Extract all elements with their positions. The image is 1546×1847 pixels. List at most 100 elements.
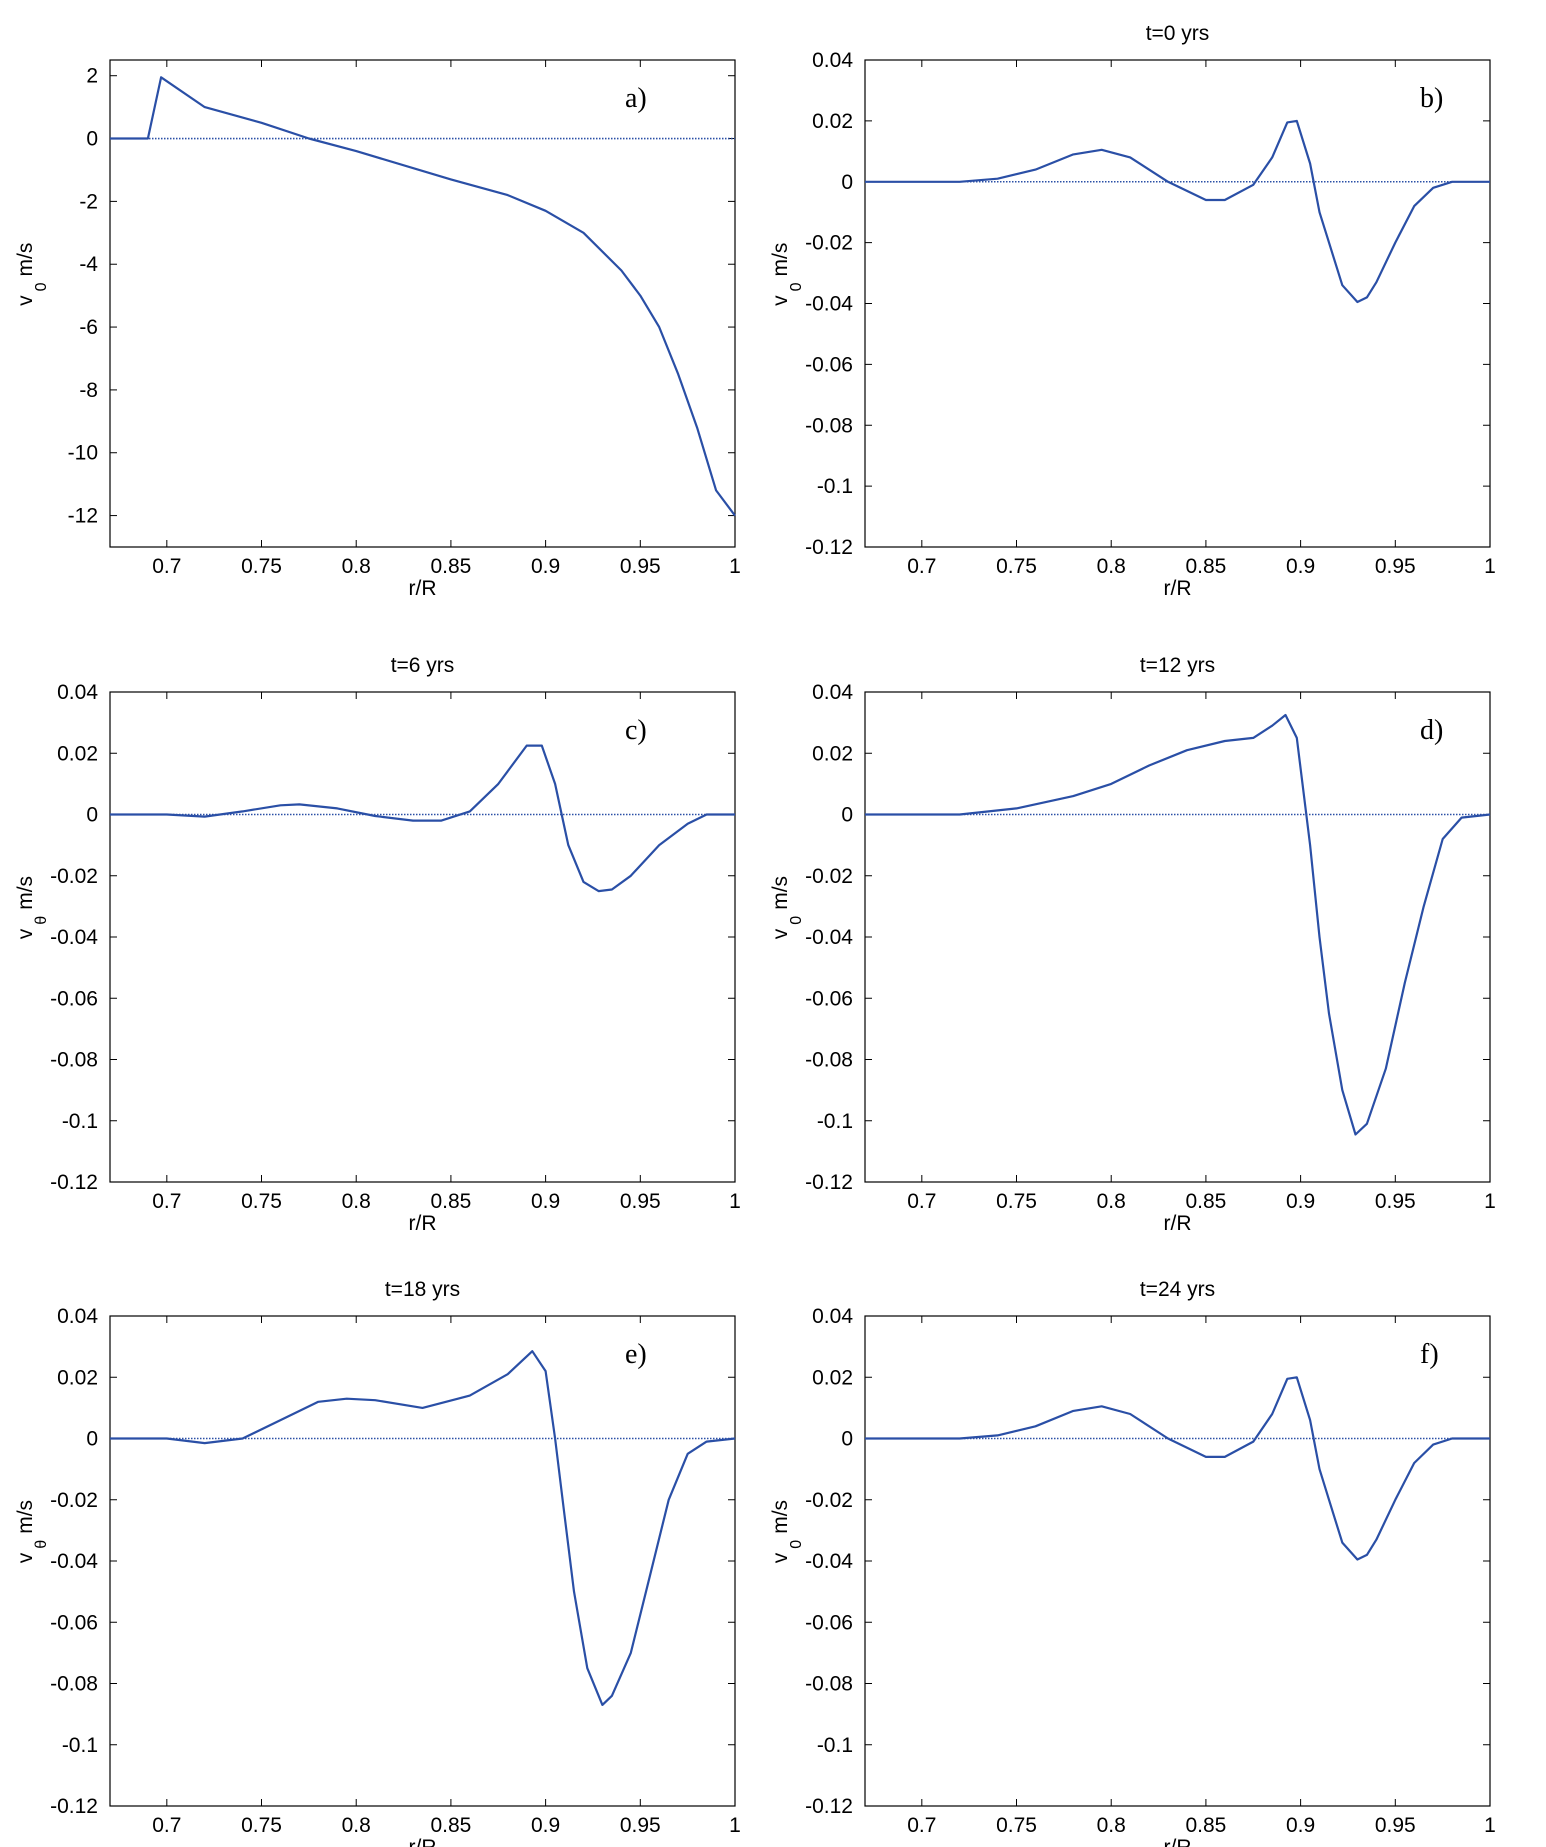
y-tick-label: 0.04 bbox=[812, 49, 853, 72]
x-tick-label: 0.85 bbox=[1185, 1814, 1226, 1837]
y-axis-label-symbol: v bbox=[769, 928, 792, 939]
series-line-1 bbox=[110, 1350, 736, 1707]
y-tick-label: 0 bbox=[841, 804, 853, 827]
y-tick-label: 0.04 bbox=[812, 1305, 853, 1328]
x-tick-label: 0.9 bbox=[1286, 1190, 1315, 1213]
panel-letter: d) bbox=[1420, 715, 1443, 746]
y-tick-label: 0 bbox=[841, 171, 853, 194]
x-tick-label: 0.75 bbox=[996, 555, 1037, 578]
y-axis-label: v 0 m/s bbox=[14, 243, 50, 306]
y-tick-label: 0.04 bbox=[57, 1305, 98, 1328]
x-axis-label: r/R bbox=[1164, 1836, 1192, 1847]
y-tick-label: -0.02 bbox=[805, 232, 853, 255]
chart-panel-5: 0.7 0.75 0.8 0.85 0.9 0.95 1 0.04 0.02 0 -0.02 -0.0… bbox=[14, 1278, 741, 1847]
svg-text:v0m/s: v 0 m/s bbox=[769, 876, 805, 939]
y-tick-label: 0.02 bbox=[57, 1366, 98, 1389]
y-axis-label-unit: m/s bbox=[769, 876, 792, 910]
x-tick-label: 0.9 bbox=[531, 1190, 560, 1213]
y-tick-label: -2 bbox=[79, 190, 98, 213]
y-axis-label-subscript: θ bbox=[33, 1540, 50, 1549]
y-tick-label: -0.08 bbox=[50, 1673, 98, 1696]
y-tick-label: -0.1 bbox=[817, 1734, 853, 1757]
panel-letter: f) bbox=[1420, 1339, 1439, 1370]
y-tick-label: -0.02 bbox=[50, 865, 98, 888]
y-tick-label: 0 bbox=[86, 128, 98, 151]
svg-text:v0m/s: v 0 m/s bbox=[14, 243, 50, 306]
series-line-1 bbox=[865, 119, 1490, 304]
y-tick-label: -0.12 bbox=[805, 1795, 853, 1818]
x-tick-label: 0.95 bbox=[1375, 1814, 1416, 1837]
y-tick-label: -6 bbox=[79, 316, 98, 339]
panel-title: t=12 yrs bbox=[1140, 654, 1215, 677]
x-axis-label: r/R bbox=[1164, 1212, 1192, 1235]
plot-frame bbox=[109, 1315, 736, 1807]
y-axis-label-symbol: v bbox=[769, 295, 792, 306]
y-tick-label: -0.08 bbox=[805, 414, 853, 437]
x-tick-label: 0.7 bbox=[907, 555, 936, 578]
y-tick-label: -0.04 bbox=[805, 926, 853, 949]
x-tick-label: 0.95 bbox=[620, 1814, 661, 1837]
y-tick-label: -0.02 bbox=[50, 1489, 98, 1512]
x-tick-label: 0.85 bbox=[430, 1190, 471, 1213]
x-tick-label: 0.85 bbox=[430, 555, 471, 578]
y-tick-label: -0.12 bbox=[50, 1795, 98, 1818]
y-tick-label: -12 bbox=[68, 505, 98, 528]
x-tick-label: 0.7 bbox=[152, 1190, 181, 1213]
x-tick-label: 0.95 bbox=[1375, 1190, 1416, 1213]
y-tick-label: -0.04 bbox=[805, 1550, 853, 1573]
x-tick-label: 1 bbox=[1484, 1814, 1496, 1837]
x-tick-label: 0.8 bbox=[342, 1814, 371, 1837]
svg-text:v0m/s: v 0 m/s bbox=[769, 243, 805, 306]
series-line-1 bbox=[865, 1376, 1490, 1561]
x-tick-label: 0.75 bbox=[241, 1190, 282, 1213]
y-axis-label-subscript: 0 bbox=[788, 916, 805, 925]
plot-frame bbox=[864, 691, 1491, 1183]
y-axis-label-unit: m/s bbox=[769, 243, 792, 277]
y-axis-label-subscript: θ bbox=[33, 916, 50, 925]
x-tick-label: 0.9 bbox=[1286, 1814, 1315, 1837]
x-tick-label: 0.9 bbox=[1286, 555, 1315, 578]
x-axis-label: r/R bbox=[409, 1212, 437, 1235]
y-tick-label: 0 bbox=[86, 804, 98, 827]
panel-title: t=24 yrs bbox=[1140, 1278, 1215, 1301]
x-tick-label: 0.7 bbox=[907, 1814, 936, 1837]
y-tick-label: -0.02 bbox=[805, 865, 853, 888]
x-tick-label: 1 bbox=[1484, 1190, 1496, 1213]
svg-text:v0m/s: v 0 m/s bbox=[769, 1500, 805, 1563]
y-tick-label: -0.08 bbox=[50, 1049, 98, 1072]
y-tick-label: -0.04 bbox=[50, 926, 98, 949]
chart-panel-3: 0.7 0.75 0.8 0.85 0.9 0.95 1 0.04 0.02 0 -0.02 -0.0… bbox=[14, 654, 741, 1235]
panel-letter: e) bbox=[625, 1339, 647, 1370]
y-tick-label: 0.02 bbox=[812, 110, 853, 133]
plot-frame bbox=[109, 59, 736, 548]
plot-frame bbox=[864, 1315, 1491, 1807]
y-axis-label: vθ m/s bbox=[14, 876, 50, 939]
y-tick-label: -0.08 bbox=[805, 1673, 853, 1696]
x-axis-label: r/R bbox=[409, 1836, 437, 1847]
x-tick-label: 0.8 bbox=[342, 555, 371, 578]
series-line-1 bbox=[110, 744, 735, 893]
x-tick-label: 0.95 bbox=[620, 555, 661, 578]
x-tick-label: 0.7 bbox=[152, 555, 181, 578]
x-tick-label: 0.8 bbox=[1097, 555, 1126, 578]
y-tick-label: -0.06 bbox=[805, 987, 853, 1010]
y-axis-label-symbol: v bbox=[14, 928, 37, 939]
series-line-1 bbox=[110, 76, 736, 517]
panel-title: t=0 yrs bbox=[1146, 22, 1210, 45]
y-tick-label: -0.02 bbox=[805, 1489, 853, 1512]
y-tick-label: 0 bbox=[841, 1428, 853, 1451]
y-axis-label: vθ m/s bbox=[14, 1500, 50, 1563]
x-axis-label: r/R bbox=[1164, 577, 1192, 600]
chart-panel-1: 0.7 0.75 0.8 0.85 0.9 0.95 1 2 0 -2 -4 -6 -8 -10 -12 r/… bbox=[14, 59, 741, 600]
x-tick-label: 0.7 bbox=[152, 1814, 181, 1837]
x-tick-label: 0.75 bbox=[996, 1190, 1037, 1213]
y-tick-label: -0.06 bbox=[50, 1611, 98, 1634]
y-axis-label-subscript: 0 bbox=[788, 282, 805, 291]
y-tick-label: -10 bbox=[68, 442, 98, 465]
y-tick-label: 2 bbox=[86, 65, 98, 88]
y-axis-label: v 0 m/s bbox=[769, 243, 805, 306]
x-tick-label: 1 bbox=[729, 555, 741, 578]
svg-text:vθm/s: vθ m/s bbox=[14, 876, 50, 939]
y-axis-label: v 0 m/s bbox=[769, 876, 805, 939]
